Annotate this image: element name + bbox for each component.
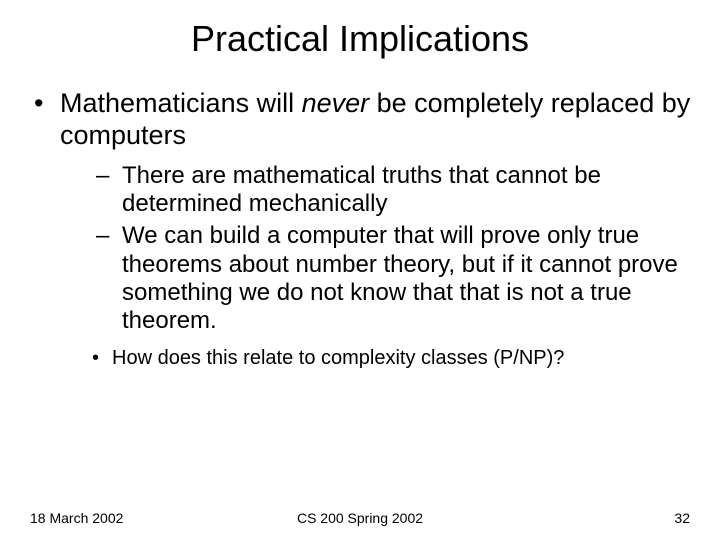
bullet-main: Mathematicians will never be completely … — [28, 88, 692, 370]
bullet-list-level1: Mathematicians will never be completely … — [28, 88, 692, 370]
bullet-main-em: never — [302, 88, 370, 118]
bullet-sub3: How does this relate to complexity class… — [90, 346, 692, 370]
slide-title: Practical Implications — [0, 0, 720, 70]
footer-date: 18 March 2002 — [30, 510, 123, 526]
bullet-main-pre: Mathematicians will — [60, 88, 302, 118]
bullet-list-level2: There are mathematical truths that canno… — [96, 162, 692, 336]
footer: 18 March 2002 CS 200 Spring 2002 32 — [0, 510, 720, 526]
bullet-list-level3: How does this relate to complexity class… — [90, 346, 692, 370]
footer-page: 32 — [674, 510, 690, 526]
bullet-sub2: We can build a computer that will prove … — [96, 222, 692, 335]
slide: Practical Implications Mathematicians wi… — [0, 0, 720, 540]
slide-body: Mathematicians will never be completely … — [0, 88, 720, 370]
bullet-sub1: There are mathematical truths that canno… — [96, 162, 692, 219]
